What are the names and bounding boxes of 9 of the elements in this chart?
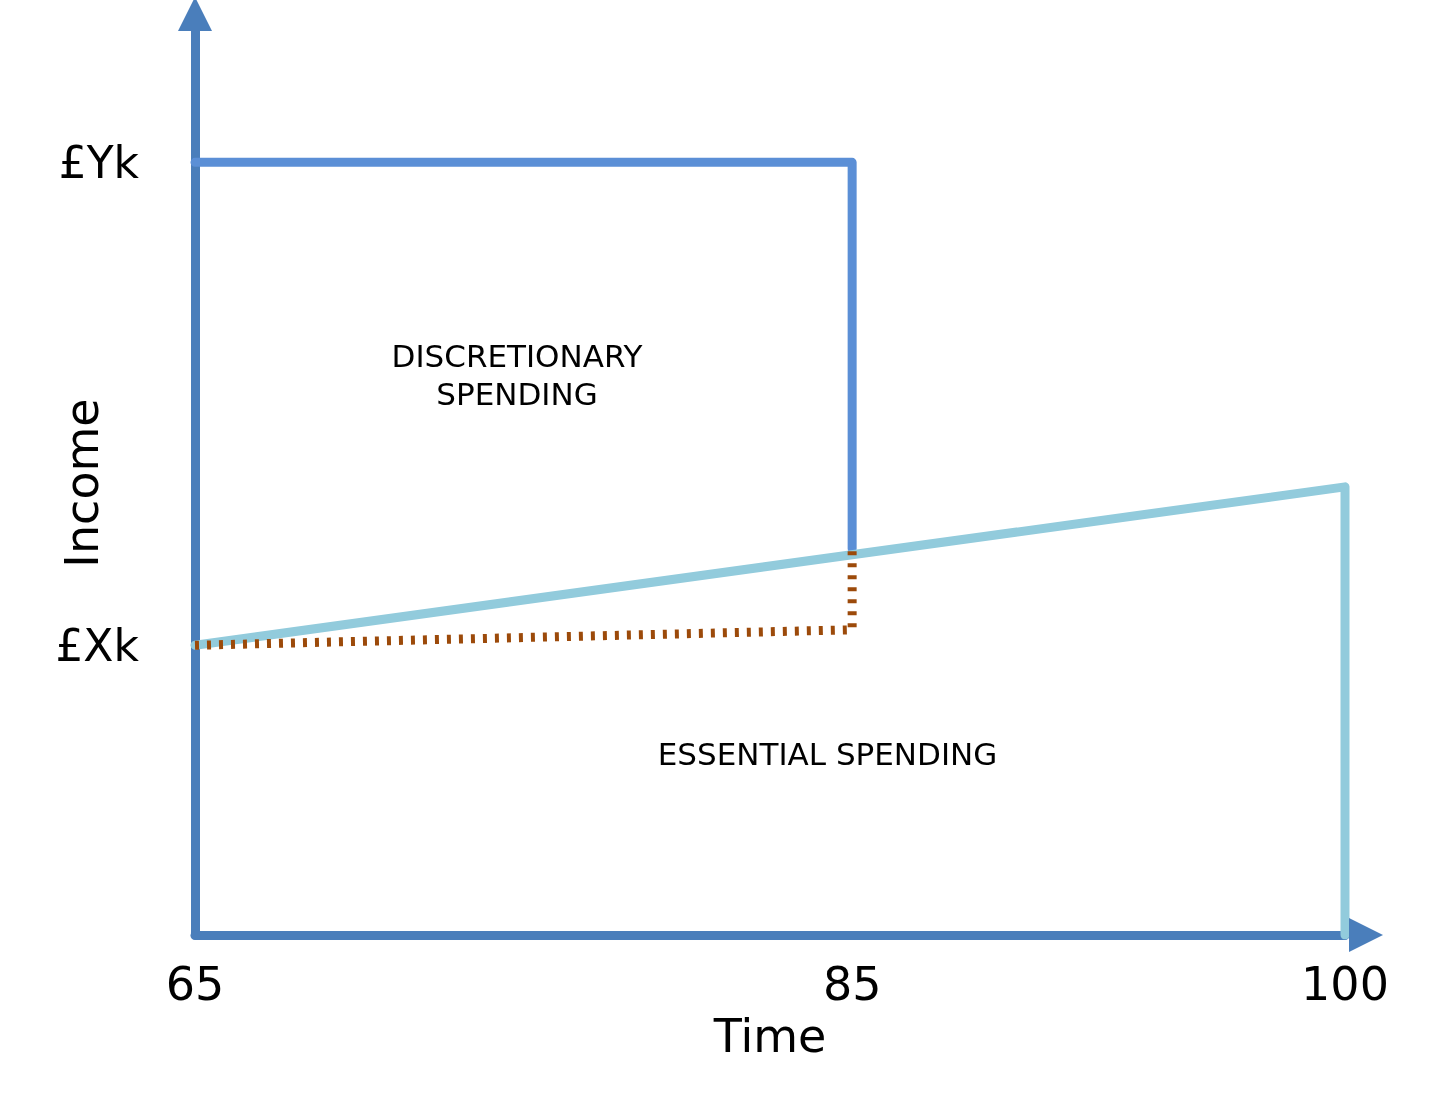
y-axis-title: Income — [55, 398, 109, 568]
annotation: £Yk — [58, 136, 140, 188]
x-tick-label: 85 — [822, 957, 882, 1011]
annotation: ESSENTIAL SPENDING — [657, 736, 998, 773]
annotation: £Xk — [55, 619, 140, 671]
x-tick-label: 65 — [165, 957, 225, 1011]
annotation: DISCRETIONARY SPENDING — [391, 337, 643, 412]
x-axis-title: Time — [712, 1009, 827, 1063]
x-tick-label: 100 — [1301, 957, 1389, 1011]
